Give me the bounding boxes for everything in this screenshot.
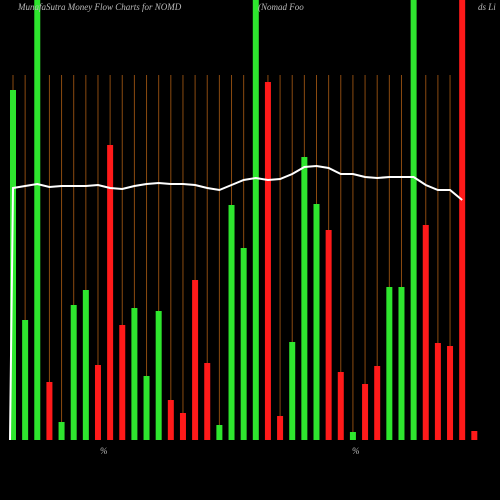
bar xyxy=(204,363,211,440)
bar xyxy=(216,425,223,440)
bar xyxy=(459,0,466,440)
bar xyxy=(301,157,308,440)
bar xyxy=(119,325,126,440)
bar xyxy=(131,308,138,440)
annotation: % xyxy=(100,446,108,456)
bar xyxy=(337,372,344,440)
bar xyxy=(434,343,441,440)
bar xyxy=(264,82,271,440)
bar xyxy=(107,145,114,440)
bar xyxy=(325,230,332,440)
bar xyxy=(34,0,41,440)
flow-line xyxy=(9,164,463,441)
chart-subtitle: (Nomad Foo xyxy=(258,2,304,12)
bar xyxy=(94,365,101,440)
overlay xyxy=(9,164,463,441)
bar xyxy=(422,225,429,440)
bar xyxy=(277,416,284,440)
bar xyxy=(410,0,417,440)
bar xyxy=(143,376,150,440)
bar xyxy=(240,248,247,440)
bar xyxy=(228,205,235,440)
bar xyxy=(374,366,381,440)
bar xyxy=(252,0,259,440)
annotation: % xyxy=(352,446,360,456)
bar xyxy=(155,311,162,440)
bar xyxy=(58,422,65,440)
bar xyxy=(398,287,405,440)
bar xyxy=(192,280,199,440)
bar xyxy=(471,431,478,440)
chart-subtitle: ds Li xyxy=(478,2,496,12)
chart-title: MunafaSutra Money Flow Charts for NOMD xyxy=(17,2,182,12)
bar xyxy=(70,305,77,440)
bar xyxy=(289,342,296,440)
bar xyxy=(349,432,356,440)
bar xyxy=(386,287,393,440)
bar xyxy=(313,204,320,440)
bar xyxy=(447,346,454,440)
bar xyxy=(82,290,89,440)
bar xyxy=(167,400,174,440)
bar xyxy=(179,413,186,440)
bar xyxy=(22,320,29,440)
bar xyxy=(46,382,53,440)
bar xyxy=(362,384,369,440)
